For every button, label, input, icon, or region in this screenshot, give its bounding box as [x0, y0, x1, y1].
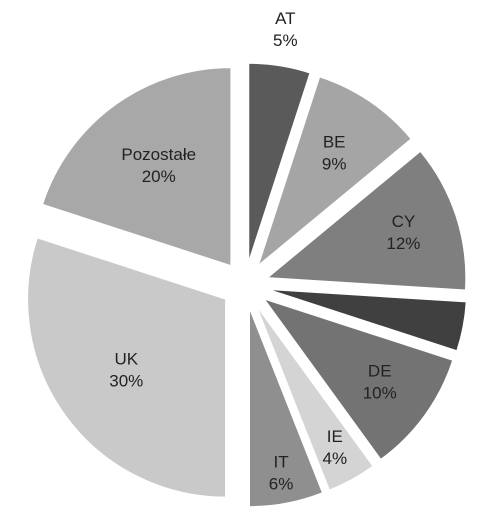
pie-slice	[268, 288, 467, 352]
value-label: 10%	[363, 383, 397, 402]
category-label: UK	[114, 350, 138, 369]
pie-slice	[27, 237, 227, 498]
category-label: DE	[368, 361, 392, 380]
pie-slice	[248, 62, 311, 262]
value-label: 5%	[273, 31, 298, 50]
pie-slice	[256, 305, 374, 491]
value-label: 9%	[322, 154, 347, 173]
value-label: 20%	[142, 167, 176, 186]
category-label: Pozostałe	[121, 145, 196, 164]
value-label: 12%	[386, 234, 420, 253]
category-label: AT	[275, 9, 295, 28]
pie-slice	[257, 76, 412, 267]
value-label: 4%	[322, 449, 347, 468]
value-label: 30%	[109, 372, 143, 391]
pie-slice	[263, 298, 454, 460]
category-label: IE	[327, 427, 343, 446]
pie-slice	[266, 150, 467, 291]
category-label: BE	[323, 132, 346, 151]
pie-slice	[248, 308, 324, 508]
category-label: IT	[273, 452, 288, 471]
category-label: CY	[392, 212, 416, 231]
value-label: 6%	[269, 474, 294, 493]
pie-slice	[41, 67, 232, 267]
